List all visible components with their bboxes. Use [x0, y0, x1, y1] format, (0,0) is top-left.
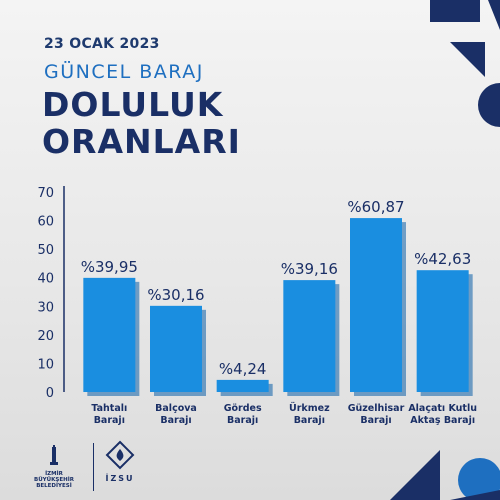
data-label: %4,24: [219, 360, 267, 378]
bar: [416, 270, 469, 392]
corner-decoration-bottom-right: [390, 450, 500, 500]
x-tick-label: Barajı: [94, 415, 125, 426]
title-line-2: ORANLARI: [42, 122, 241, 161]
logo-left-line-2: BÜYÜKŞEHİR: [34, 477, 74, 483]
x-tick-label: Barajı: [360, 415, 391, 426]
y-tick-label: 20: [37, 329, 54, 344]
bar: [150, 305, 202, 392]
data-label: %30,16: [147, 286, 204, 304]
subtitle: GÜNCEL BARAJ: [44, 61, 204, 83]
x-tick-label: Gördes: [224, 403, 262, 414]
logo-divider: [93, 443, 94, 491]
y-tick-label: 0: [46, 386, 54, 401]
data-label: %60,87: [347, 198, 404, 216]
date-label: 23 OCAK 2023: [44, 36, 160, 52]
x-tick-label: Balçova: [155, 403, 197, 414]
y-tick-label: 10: [37, 357, 54, 372]
bar: [83, 277, 136, 392]
x-tick-label: Barajı: [294, 415, 325, 426]
x-tick-label: Alaçatı Kutlu: [408, 403, 477, 414]
y-tick-label: 40: [37, 272, 54, 287]
tower-icon: [50, 445, 58, 465]
bar: [216, 379, 269, 392]
x-tick-label: Ürkmez: [289, 403, 330, 414]
data-label: %42,63: [414, 250, 471, 268]
x-tick-label: Barajı: [160, 415, 191, 426]
logo-left-line-1: İZMİR: [45, 471, 63, 477]
x-tick-label: Güzelhisar: [348, 403, 405, 414]
bar: [350, 218, 402, 392]
data-label: %39,16: [281, 260, 338, 278]
izsu-logo: İZSU: [100, 440, 140, 483]
x-tick-label: Tahtalı: [91, 403, 127, 414]
bar: [283, 280, 336, 392]
x-tick-label: Aktaş Barajı: [410, 415, 475, 426]
logo-right-text: İZSU: [105, 474, 135, 483]
page-title: DOLULUK ORANLARI: [42, 86, 241, 160]
izmir-municipality-logo: İZMİR BÜYÜKŞEHİR BELEDİYESİ: [26, 445, 82, 489]
x-tick-label: Barajı: [227, 415, 258, 426]
corner-decoration-top-right: [430, 0, 500, 127]
water-drop-icon: [105, 440, 135, 470]
logo-left-line-3: BELEDİYESİ: [36, 483, 72, 489]
title-line-1: DOLULUK: [42, 85, 224, 124]
y-tick-label: 50: [37, 243, 54, 258]
y-tick-label: 60: [37, 215, 54, 230]
data-label: %39,95: [81, 258, 138, 276]
y-tick-label: 30: [37, 300, 54, 315]
y-tick-label: 70: [37, 186, 54, 201]
